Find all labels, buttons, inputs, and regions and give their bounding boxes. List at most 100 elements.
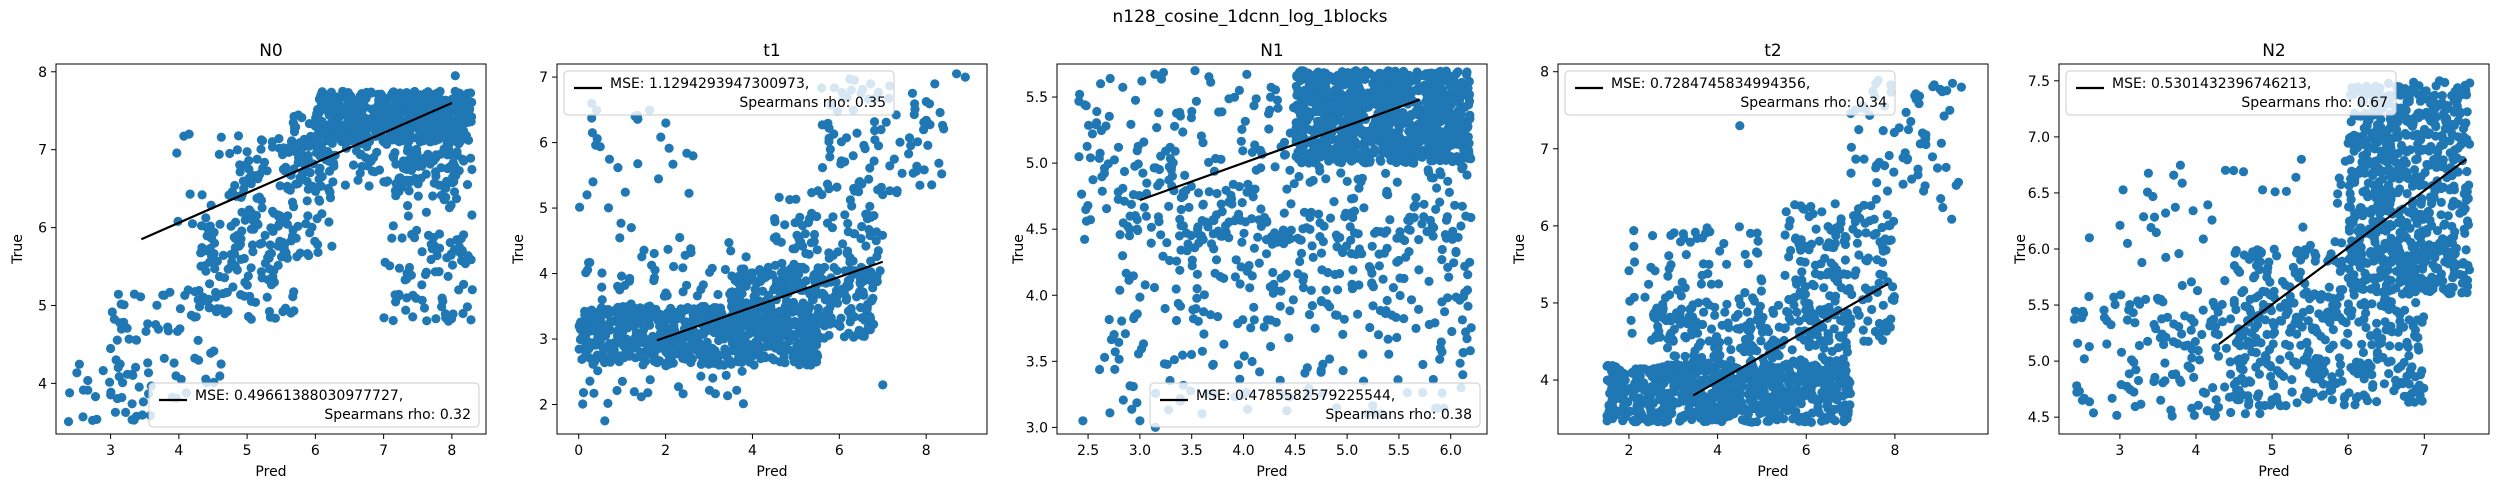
data-point: [1442, 109, 1452, 119]
data-point: [1117, 316, 1127, 326]
data-point: [1198, 200, 1208, 210]
data-point: [1430, 318, 1440, 328]
data-point: [1414, 304, 1424, 314]
data-point: [655, 321, 665, 331]
x-tick-label: 6: [835, 443, 844, 459]
data-point: [1451, 292, 1461, 302]
x-tick-label: 3.5: [1181, 443, 1203, 459]
data-point: [809, 229, 820, 240]
data-point: [270, 313, 280, 323]
data-point: [816, 319, 826, 329]
data-point: [1437, 98, 1447, 108]
data-point: [828, 212, 838, 222]
data-point: [446, 249, 456, 259]
data-point: [221, 288, 231, 298]
data-point: [236, 290, 246, 300]
data-point: [708, 347, 718, 357]
data-point: [846, 303, 856, 314]
data-point: [456, 234, 466, 244]
data-point: [662, 290, 672, 301]
data-point: [1178, 127, 1188, 137]
data-point: [604, 154, 615, 164]
data-point: [858, 287, 868, 297]
data-point: [626, 299, 636, 309]
data-point: [328, 177, 338, 187]
data-point: [183, 285, 193, 295]
data-point: [834, 287, 845, 297]
data-point: [255, 239, 265, 249]
data-point: [203, 223, 213, 233]
data-point: [695, 345, 705, 355]
data-point: [680, 354, 691, 364]
data-point: [72, 368, 82, 378]
data-point: [1808, 373, 1818, 383]
data-point: [1236, 136, 1246, 146]
data-point: [583, 265, 593, 275]
data-point: [450, 71, 460, 81]
data-point: [1227, 199, 1237, 209]
data-point: [1118, 395, 1128, 405]
data-point: [1380, 115, 1390, 125]
data-point: [401, 305, 411, 315]
data-point: [689, 304, 699, 314]
data-point: [1449, 71, 1459, 81]
data-point: [1326, 113, 1336, 123]
subplot-title: N0: [259, 41, 283, 61]
data-point: [863, 312, 873, 322]
data-point: [1448, 226, 1458, 236]
data-point: [1655, 383, 1665, 393]
data-point: [863, 299, 873, 309]
data-point: [1333, 285, 1343, 295]
data-point: [585, 376, 595, 386]
data-point: [812, 211, 822, 222]
data-point: [1237, 237, 1247, 247]
data-point: [1443, 176, 1453, 186]
x-axis-label: Pred: [1256, 464, 1287, 480]
data-point: [422, 316, 432, 326]
data-point: [1239, 351, 1249, 361]
data-point: [1109, 330, 1119, 340]
data-point: [1085, 153, 1096, 163]
data-point: [1463, 270, 1473, 280]
data-point: [797, 353, 807, 363]
data-point: [788, 352, 798, 363]
data-point: [1680, 351, 1690, 361]
data-point: [228, 282, 238, 292]
data-point: [675, 336, 686, 346]
data-point: [1635, 371, 1645, 381]
data-point: [1845, 388, 1855, 399]
data-point: [1140, 280, 1150, 290]
data-point: [1245, 184, 1255, 194]
data-point: [597, 268, 607, 278]
data-point: [885, 186, 895, 196]
data-point: [622, 317, 633, 327]
data-point: [1328, 145, 1338, 155]
x-tick-label: 4.5: [1284, 443, 1306, 459]
data-point: [1149, 282, 1160, 293]
data-point: [1462, 170, 1472, 180]
data-point: [1393, 375, 1403, 385]
data-point: [252, 193, 262, 203]
data-point: [790, 280, 801, 290]
data-point: [325, 166, 335, 176]
data-point: [106, 390, 116, 400]
data-point: [1404, 117, 1414, 127]
data-point: [617, 376, 628, 386]
y-axis-label: True: [10, 234, 26, 265]
data-point: [464, 117, 474, 127]
data-point: [375, 91, 385, 101]
data-point: [1457, 315, 1467, 325]
data-point: [1456, 221, 1466, 231]
data-point: [1115, 285, 1125, 295]
x-tick-label: 6.0: [1440, 443, 1462, 459]
data-point: [1398, 107, 1408, 118]
data-point: [1440, 307, 1450, 317]
data-point: [391, 297, 401, 307]
data-point: [1458, 370, 1468, 380]
data-point: [462, 96, 472, 106]
data-point: [724, 315, 734, 325]
data-point: [1139, 202, 1149, 212]
data-point: [304, 250, 314, 261]
data-point: [801, 248, 811, 259]
data-point: [708, 306, 718, 316]
